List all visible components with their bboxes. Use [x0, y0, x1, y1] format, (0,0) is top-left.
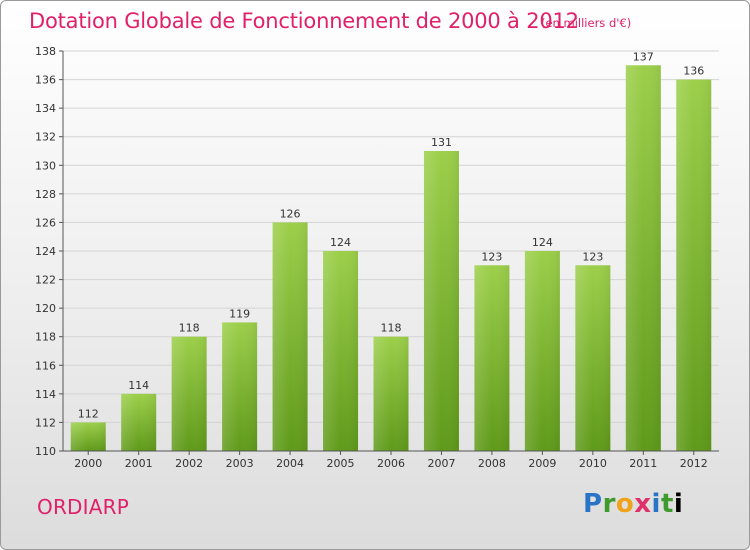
- x-tick-label: 2002: [175, 457, 203, 470]
- x-tick-label: 2003: [226, 457, 254, 470]
- y-tick-label: 110: [35, 445, 56, 458]
- bars-group: 112 114 118 119 126 124 118 131 123 124 123 137 136: [70, 50, 712, 452]
- y-tick-label: 136: [35, 74, 56, 87]
- x-tick-label: 2007: [427, 457, 455, 470]
- value-label: 124: [532, 236, 553, 249]
- y-tick-label: 120: [35, 302, 56, 315]
- y-tick-label: 126: [35, 216, 56, 229]
- x-tick-label: 2011: [629, 457, 657, 470]
- value-label: 136: [683, 65, 704, 78]
- value-label: 114: [128, 379, 149, 392]
- bar-shine: [323, 251, 359, 451]
- y-tick-label: 112: [35, 416, 56, 429]
- value-label: 118: [179, 322, 200, 335]
- y-tick-label: 132: [35, 131, 56, 144]
- bar-shine: [474, 265, 510, 451]
- commune-name: ORDIARP: [37, 495, 129, 519]
- value-label: 123: [481, 250, 502, 263]
- y-tick-label: 134: [35, 102, 56, 115]
- y-tick-label: 138: [35, 45, 56, 58]
- logo-letter: t: [660, 489, 674, 519]
- x-tick-label: 2012: [680, 457, 708, 470]
- x-tick-label: 2005: [327, 457, 355, 470]
- bar-shine: [625, 65, 661, 452]
- y-tick-label: 124: [35, 245, 56, 258]
- axes: 110 112 114 116 118 120 122 124 126 128 130 132 134 1…: [35, 45, 719, 470]
- x-tick-label: 2006: [377, 457, 405, 470]
- y-tick-label: 130: [35, 159, 56, 172]
- bar-shine: [222, 322, 258, 451]
- logo-letter: r: [602, 489, 616, 519]
- value-label: 126: [280, 207, 301, 220]
- y-tick-label: 122: [35, 274, 56, 287]
- logo-letter: o: [615, 489, 635, 519]
- bar-shine: [373, 336, 409, 451]
- bar-shine: [121, 393, 157, 451]
- chart-unit: (en milliers d'€): [541, 16, 632, 30]
- y-tick-label: 128: [35, 188, 56, 201]
- y-tick-label: 114: [35, 388, 56, 401]
- value-label: 124: [330, 236, 351, 249]
- bar-shine: [70, 422, 106, 451]
- bar-shine: [272, 222, 308, 451]
- bar-shine: [676, 79, 712, 452]
- value-label: 137: [633, 50, 654, 63]
- x-tick-label: 2009: [528, 457, 556, 470]
- value-label: 112: [78, 407, 99, 420]
- x-tick-label: 2008: [478, 457, 506, 470]
- x-tick-label: 2010: [579, 457, 607, 470]
- bar-shine: [423, 151, 459, 451]
- bar-shine: [575, 265, 611, 451]
- value-label: 131: [431, 136, 452, 149]
- value-label: 119: [229, 307, 250, 320]
- x-tick-label: 2004: [276, 457, 304, 470]
- value-label: 123: [582, 250, 603, 263]
- x-tick-label: 2000: [74, 457, 102, 470]
- logo-letter: i: [651, 489, 661, 519]
- chart-title: Dotation Globale de Fonctionnement de 20…: [29, 9, 579, 33]
- bar-shine: [171, 336, 207, 451]
- value-label: 118: [381, 322, 402, 335]
- y-tick-label: 116: [35, 359, 56, 372]
- logo-letter: P: [583, 489, 603, 519]
- proxiti-logo: Proxiti: [583, 489, 683, 519]
- bar-shine: [524, 251, 560, 451]
- x-tick-label: 2001: [125, 457, 153, 470]
- logo-letter: i: [673, 489, 684, 519]
- y-tick-label: 118: [35, 331, 56, 344]
- logo-letter: x: [634, 489, 652, 519]
